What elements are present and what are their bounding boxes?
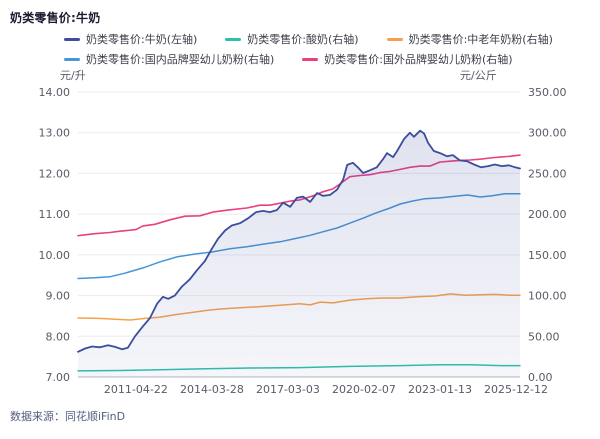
legend-item-0[interactable]: 奶类零售价:牛奶(左轴) xyxy=(64,31,197,47)
series-lines xyxy=(77,129,521,377)
legend-item-2[interactable]: 奶类零售价:中老年奶粉(右轴) xyxy=(386,31,553,47)
svg-text:0.00: 0.00 xyxy=(528,371,553,384)
svg-text:14.00: 14.00 xyxy=(39,86,71,99)
right-axis-unit-label: 元/公斤 xyxy=(460,69,497,82)
svg-text:200.00: 200.00 xyxy=(528,208,567,221)
svg-text:50.00: 50.00 xyxy=(528,330,560,343)
legend-label: 奶类零售价:中老年奶粉(右轴) xyxy=(408,33,553,46)
data-source-value: 同花顺iFinD xyxy=(65,410,126,423)
legend-swatch-icon xyxy=(64,57,80,61)
data-source-label: 数据来源： xyxy=(10,410,65,423)
svg-text:10.00: 10.00 xyxy=(39,249,71,262)
legend-swatch-icon xyxy=(302,57,319,61)
svg-text:300.00: 300.00 xyxy=(528,127,567,140)
svg-text:2020-02-07: 2020-02-07 xyxy=(332,383,396,396)
legend-label: 奶类零售价:酸奶(右轴) xyxy=(247,33,359,46)
legend-label: 奶类零售价:国外品牌婴幼儿奶粉(右轴) xyxy=(324,53,513,66)
legend-label: 奶类零售价:牛奶(左轴) xyxy=(86,33,198,46)
svg-text:2014-03-28: 2014-03-28 xyxy=(180,383,244,396)
chart-legend: 奶类零售价:牛奶(左轴) 奶类零售价:酸奶(右轴) 奶类零售价:中老年奶粉(右轴) 奶… xyxy=(64,31,553,67)
svg-text:2023-01-13: 2023-01-13 xyxy=(408,383,472,396)
svg-text:150.00: 150.00 xyxy=(528,249,567,262)
legend-item-1[interactable]: 奶类零售价:酸奶(右轴) xyxy=(225,31,359,47)
svg-text:12.00: 12.00 xyxy=(39,167,71,180)
page-title: 奶类零售价:牛奶 xyxy=(10,11,101,25)
svg-text:100.00: 100.00 xyxy=(528,290,567,303)
legend-swatch-icon xyxy=(225,37,242,41)
legend-swatch-icon xyxy=(386,37,403,41)
legend-swatch-icon xyxy=(64,37,80,41)
legend-item-4[interactable]: 奶类零售价:国外品牌婴幼儿奶粉(右轴) xyxy=(302,51,513,67)
legend-row-1: 奶类零售价:国内品牌婴幼儿奶粉(右轴) 奶类零售价:国外品牌婴幼儿奶粉(右轴) xyxy=(64,51,553,67)
svg-text:250.00: 250.00 xyxy=(528,167,567,180)
svg-text:2025-12-12: 2025-12-12 xyxy=(484,383,548,396)
svg-text:13.00: 13.00 xyxy=(39,127,71,140)
svg-text:350.00: 350.00 xyxy=(528,86,567,99)
svg-text:9.00: 9.00 xyxy=(46,290,71,303)
svg-text:2011-04-22: 2011-04-22 xyxy=(104,383,168,396)
legend-label: 奶类零售价:国内品牌婴幼儿奶粉(右轴) xyxy=(86,53,275,66)
legend-item-3[interactable]: 奶类零售价:国内品牌婴幼儿奶粉(右轴) xyxy=(64,51,274,67)
svg-text:8.00: 8.00 xyxy=(46,330,71,343)
axis-tick-labels: 14.00 13.00 12.00 11.00 10.00 9.00 8.00 7.00 350… xyxy=(39,86,567,396)
left-axis-unit-label: 元/升 xyxy=(60,69,86,82)
data-source-note: 数据来源：同花顺iFinD xyxy=(10,408,125,424)
svg-text:7.00: 7.00 xyxy=(46,371,71,384)
svg-text:11.00: 11.00 xyxy=(39,208,71,221)
legend-row-0: 奶类零售价:牛奶(左轴) 奶类零售价:酸奶(右轴) 奶类零售价:中老年奶粉(右轴) xyxy=(64,31,553,47)
svg-text:2017-03-03: 2017-03-03 xyxy=(256,383,320,396)
